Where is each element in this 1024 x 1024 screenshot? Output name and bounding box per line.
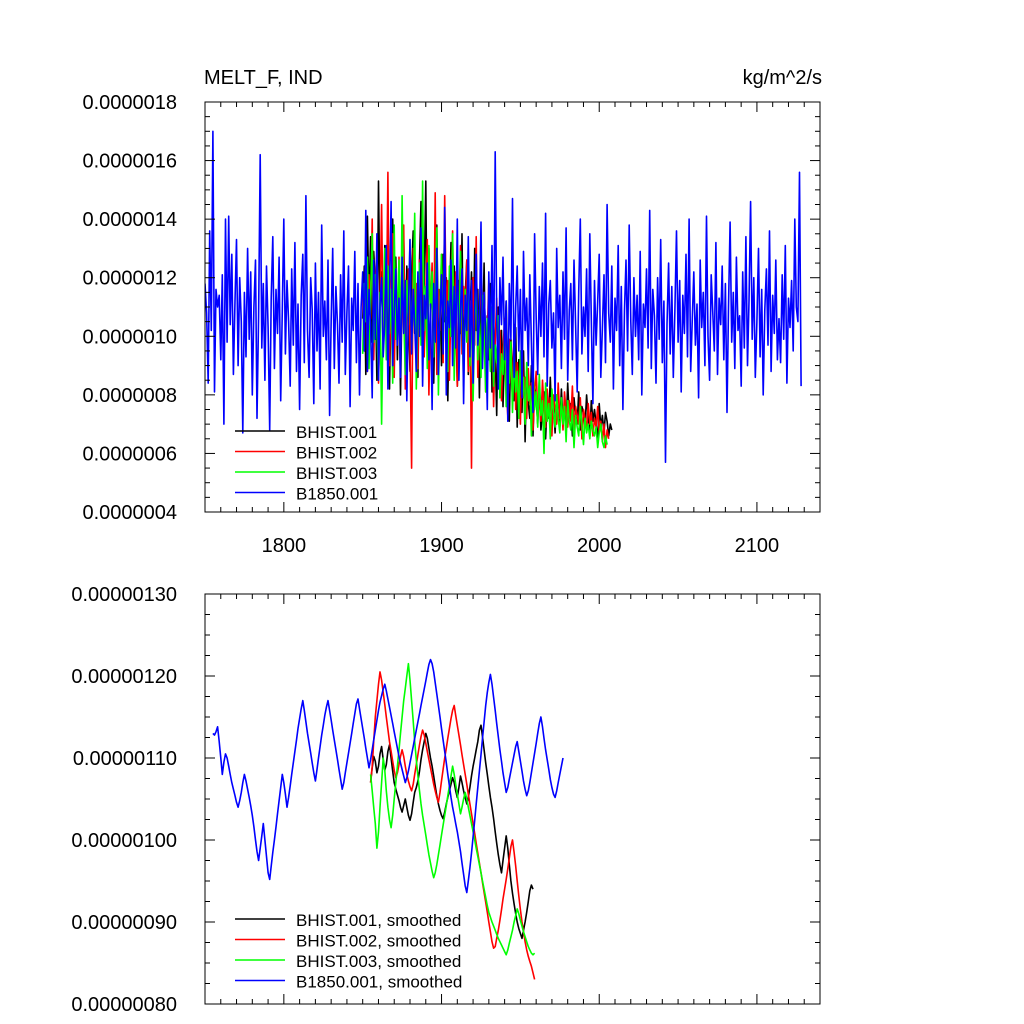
legend-label: B1850.001 xyxy=(296,485,378,504)
legend-label: BHIST.002 xyxy=(296,444,377,463)
bottom-axes: 0.00000080 0.00000090 0.00000100 0.00000110… xyxy=(71,584,821,1016)
x-tick-label: 2000 xyxy=(577,535,622,557)
y-tick-label: 0.0000016 xyxy=(82,151,177,173)
y-tick-label: 0.00000130 xyxy=(71,584,177,606)
y-tick-label: 0.0000014 xyxy=(82,209,177,231)
legend-label: BHIST.003, smoothed xyxy=(296,952,461,971)
bottom-series-lines xyxy=(212,658,564,980)
y-tick-label: 0.0000006 xyxy=(82,443,177,465)
legend-label: BHIST.001, smoothed xyxy=(296,911,461,930)
chart-bottom-smoothed: 0.00000080 0.00000090 0.00000100 0.00000110… xyxy=(71,584,821,1016)
y-tick-label: 0.0000012 xyxy=(82,268,177,290)
legend-label: BHIST.003 xyxy=(296,464,377,483)
y-tick-label: 0.0000018 xyxy=(82,92,177,114)
series-line-bhist-002-smoothed xyxy=(369,671,536,980)
series-line-bhist-001-smoothed xyxy=(369,724,534,940)
series-line-bhist-003-smoothed xyxy=(369,662,536,956)
y-tick-label: 0.0000008 xyxy=(82,385,177,407)
y-tick-label: 0.00000090 xyxy=(71,912,177,934)
top-series-lines xyxy=(205,130,802,469)
units-label: kg/m^2/s xyxy=(743,67,822,89)
legend-label: BHIST.001 xyxy=(296,423,377,442)
y-tick-label: 0.00000110 xyxy=(73,748,177,770)
series-line-b1850-001 xyxy=(205,130,802,464)
y-tick-label: 0.00000120 xyxy=(71,666,177,688)
y-tick-label: 0.0000010 xyxy=(82,326,177,348)
top-axes: 1800 1900 2000 2100 0.0000004 0.0000006 0.0000… xyxy=(82,92,821,557)
series-line-b1850-001-smoothed xyxy=(212,658,564,894)
x-tick-label: 1800 xyxy=(262,535,307,557)
x-tick-label: 1900 xyxy=(419,535,464,557)
legend-label: B1850.001, smoothed xyxy=(296,973,462,992)
y-tick-label: 0.00000100 xyxy=(71,830,177,852)
chart-title: MELT_F, IND xyxy=(204,67,323,89)
y-tick-label: 0.0000004 xyxy=(82,502,177,524)
x-tick-label: 2100 xyxy=(735,535,780,557)
y-tick-label: 0.00000080 xyxy=(71,994,177,1016)
chart-top-melt-flux: MELT_F, IND kg/m^2/s 1800 1900 2000 2100 0.0… xyxy=(82,67,822,557)
legend-label: BHIST.002, smoothed xyxy=(296,932,461,951)
bottom-legend: BHIST.001, smoothed BHIST.002, smoothedBH… xyxy=(235,911,462,992)
